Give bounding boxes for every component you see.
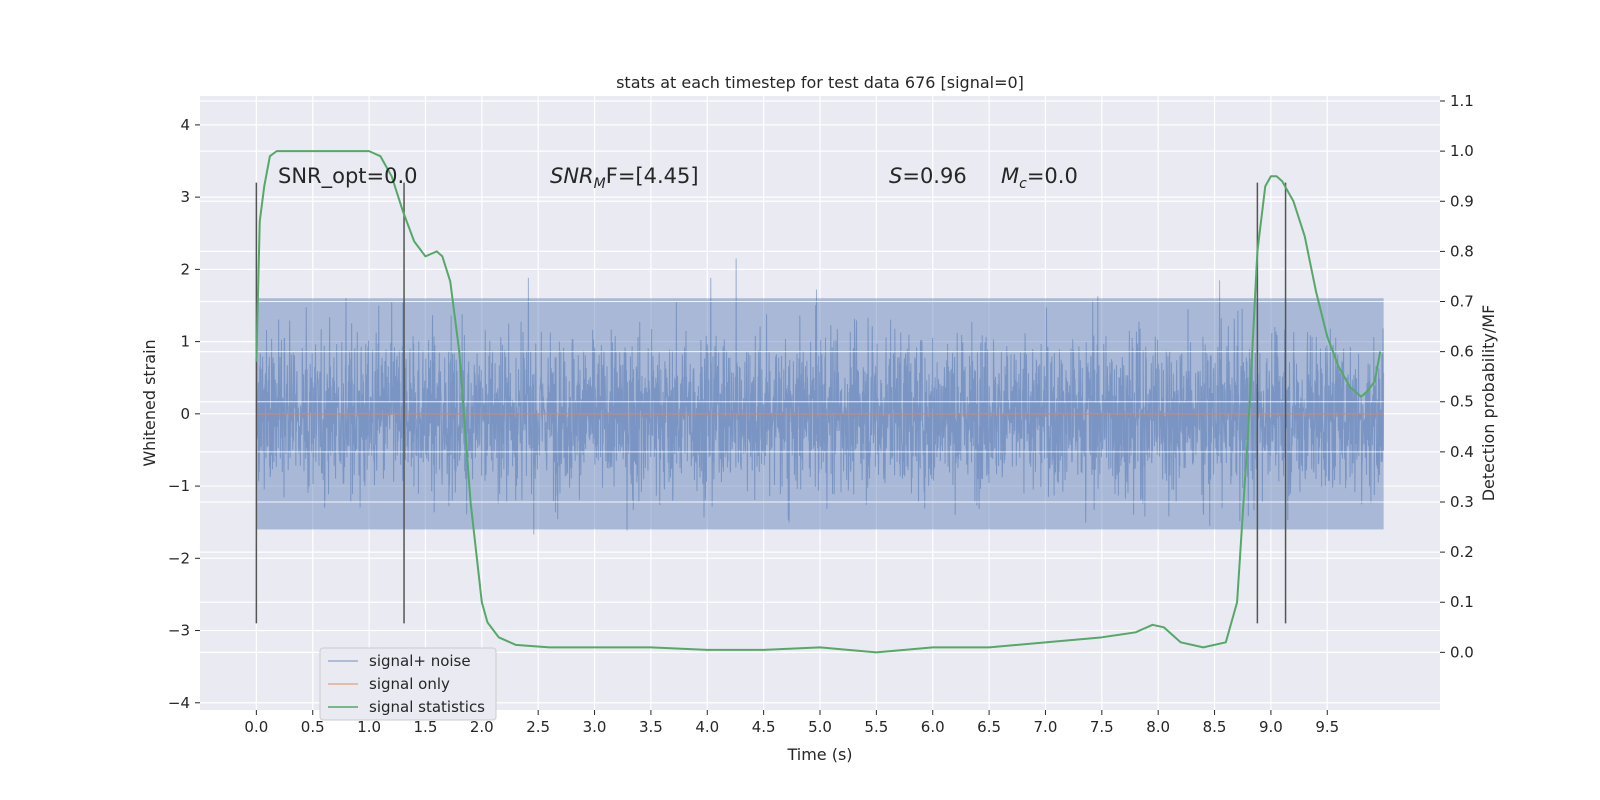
noise-series-layer <box>255 258 1385 535</box>
y-tick-label: 2 <box>180 260 190 278</box>
y2-tick-label: 0.2 <box>1450 543 1474 561</box>
y2-tick-label: 0.6 <box>1450 343 1474 361</box>
x-tick-label: 7.0 <box>1034 718 1058 736</box>
x-tick-label: 2.5 <box>526 718 550 736</box>
annotation-mc: Mc=0.0 <box>1001 164 1078 192</box>
legend-box <box>319 647 497 721</box>
y2-tick-label: 1.1 <box>1450 92 1474 110</box>
y-tick-label: −4 <box>168 694 190 712</box>
x-tick-label: 6.5 <box>977 718 1001 736</box>
x-tick-label: 3.5 <box>639 718 663 736</box>
x-tick-label: 0.0 <box>244 718 268 736</box>
x-tick-label: 9.5 <box>1315 718 1339 736</box>
y-axis-label: Whitened strain <box>140 339 159 466</box>
mc-prefix: M <box>1001 164 1019 188</box>
mc-value: =0.0 <box>1027 164 1078 188</box>
legend-label-noise: signal+ noise <box>369 652 471 670</box>
x-tick-label: 8.0 <box>1146 718 1170 736</box>
legend: signal+ noise signal only signal statist… <box>319 647 497 721</box>
x-tick-label: 3.0 <box>583 718 607 736</box>
x-tick-label: 4.0 <box>695 718 719 736</box>
s-value: =0.96 <box>902 164 966 188</box>
y2-tick-label: 0.4 <box>1450 443 1474 461</box>
x-tick-label: 5.5 <box>864 718 888 736</box>
x-tick-label: 4.5 <box>752 718 776 736</box>
y2-tick-label: 1.0 <box>1450 142 1474 160</box>
y-tick-label: 0 <box>180 405 190 423</box>
x-axis-label: Time (s) <box>786 745 852 764</box>
chart-title: stats at each timestep for test data 676… <box>616 73 1024 92</box>
x-tick-label: 8.5 <box>1203 718 1227 736</box>
legend-label-signal: signal only <box>369 675 450 693</box>
x-tick-label: 9.0 <box>1259 718 1283 736</box>
y2-tick-label: 0.9 <box>1450 192 1474 210</box>
s-prefix: S <box>889 164 902 188</box>
y-tick-label: −3 <box>168 622 190 640</box>
legend-label-stats: signal statistics <box>369 698 485 716</box>
x-tick-label: 1.5 <box>414 718 438 736</box>
y-tick-label: 1 <box>180 333 190 351</box>
x-tick-label: 5.0 <box>808 718 832 736</box>
annotation-snr-mf: SNRMF=[4.45] <box>550 164 699 192</box>
x-tick-label: 6.0 <box>921 718 945 736</box>
y2-tick-label: 0.1 <box>1450 593 1474 611</box>
annotation-s: S=0.96 <box>889 164 967 188</box>
annotation-snr-opt: SNR_opt=0.0 <box>278 164 418 189</box>
mc-subscript: c <box>1019 176 1027 192</box>
y-tick-label: −2 <box>168 549 190 567</box>
signal-statistics-layer <box>255 150 1382 654</box>
x-tick-label: 1.0 <box>357 718 381 736</box>
annotations: SNR_opt=0.0 SNRMF=[4.45] S=0.96 Mc=0.0 <box>278 164 1078 192</box>
y2-axis-label: Detection probability/MF <box>1479 305 1498 502</box>
snr-mf-prefix: SNR <box>550 164 594 188</box>
y2-tick-label: 0.7 <box>1450 293 1474 311</box>
snr-mf-subscript: M <box>594 176 606 192</box>
axis-ticks: 0.0 0.5 1.0 1.5 2.0 2.5 3.0 3.5 4.0 4.5 5.0 5.5 6.0 6… <box>168 92 1474 736</box>
y2-tick-label: 0.3 <box>1450 493 1474 511</box>
x-tick-label: 0.5 <box>301 718 325 736</box>
y2-tick-label: 0.5 <box>1450 393 1474 411</box>
y-tick-label: 3 <box>180 188 190 206</box>
y2-tick-label: 0.0 <box>1450 643 1474 661</box>
signal-statistics-line <box>255 150 1382 654</box>
x-tick-label: 2.0 <box>470 718 494 736</box>
x-tick-label: 7.5 <box>1090 718 1114 736</box>
y2-tick-label: 0.8 <box>1450 242 1474 260</box>
y-tick-label: −1 <box>168 477 190 495</box>
y-tick-label: 4 <box>180 116 190 134</box>
snr-mf-value: F=[4.45] <box>606 164 699 188</box>
